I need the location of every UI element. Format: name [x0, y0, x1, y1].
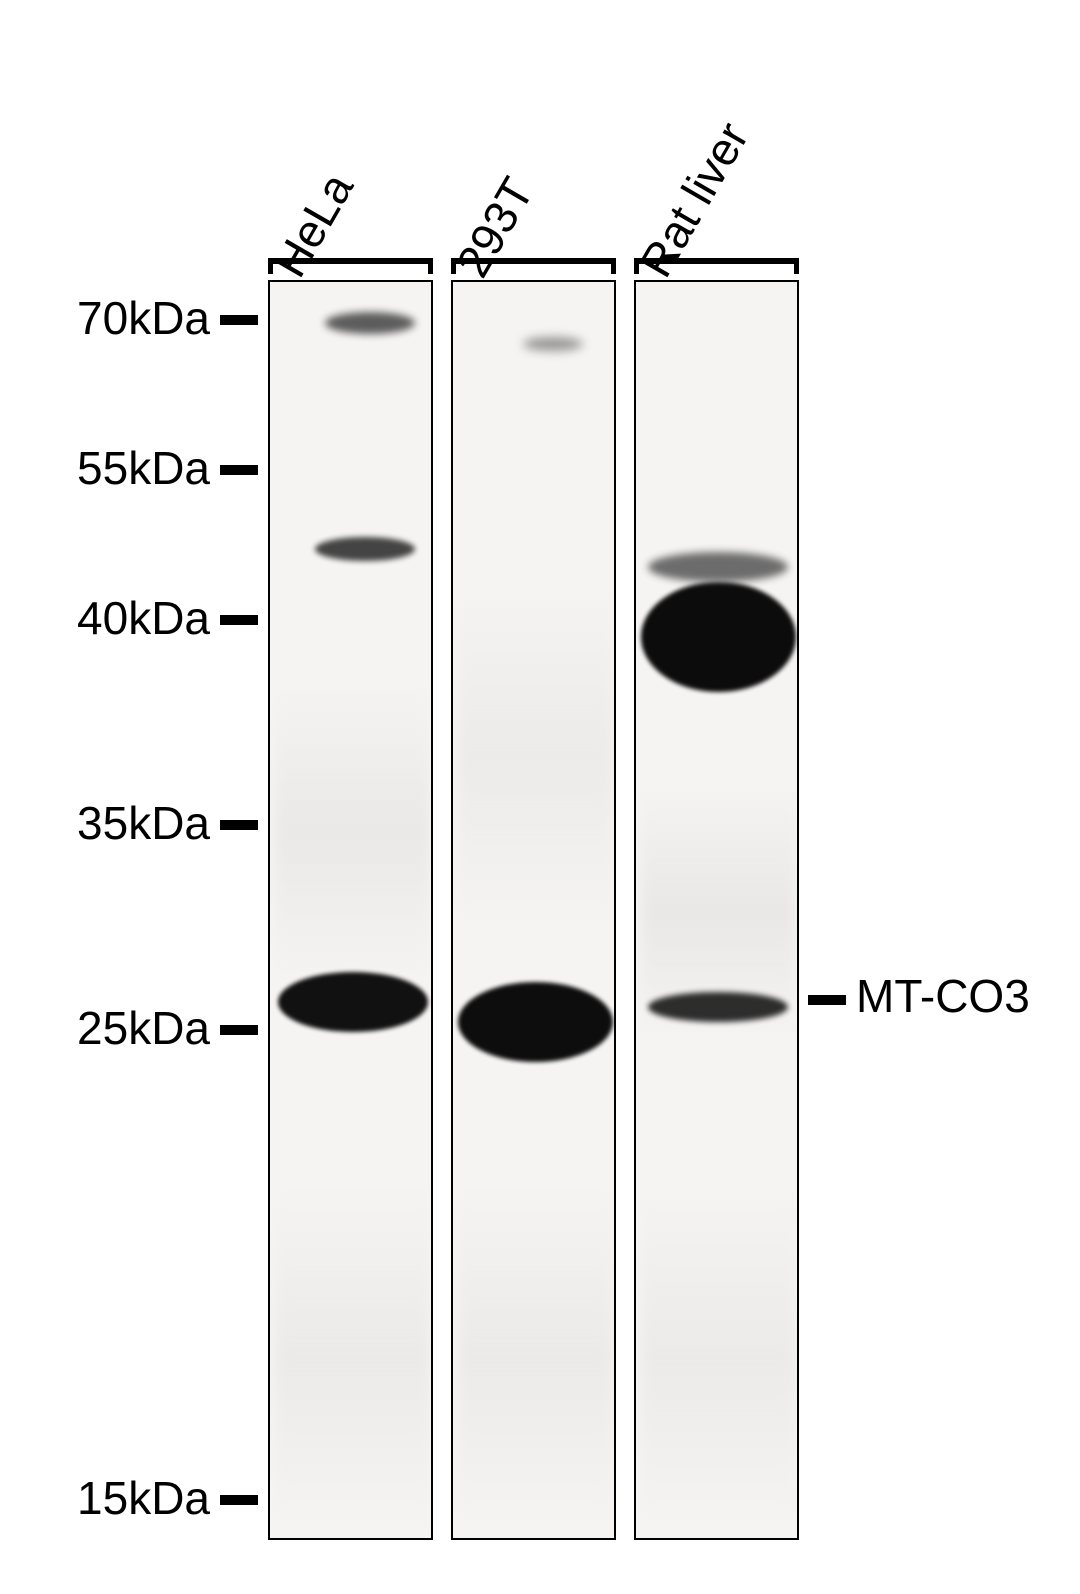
mw-label: 70kDa [0, 291, 210, 345]
mw-label: 35kDa [0, 796, 210, 850]
lane-header-underline [451, 258, 616, 264]
lane-smudge [458, 582, 613, 932]
band [523, 337, 583, 351]
lane-header-tick [428, 258, 433, 274]
western-blot-figure: 70kDa55kDa40kDa35kDa25kDa15kDa HeLa293TR… [0, 0, 1080, 1594]
mw-label: 15kDa [0, 1471, 210, 1525]
mw-tick [220, 820, 258, 830]
band [315, 537, 415, 561]
lane-header-tick [794, 258, 799, 274]
lane-box [268, 280, 433, 1540]
lane-header-tick [634, 258, 639, 274]
band [648, 552, 788, 582]
mw-label: 40kDa [0, 591, 210, 645]
lane-box [451, 280, 616, 1540]
lane-smudge [275, 682, 430, 982]
mw-tick [220, 1495, 258, 1505]
lane-header-tick [451, 258, 456, 274]
target-tick [808, 995, 846, 1005]
lane-header-underline [634, 258, 799, 264]
lane-header-tick [268, 258, 273, 274]
lane-header-tick [611, 258, 616, 274]
band [325, 312, 415, 334]
lane-smudge [275, 1182, 430, 1532]
mw-tick [220, 315, 258, 325]
band [641, 582, 796, 692]
band [458, 982, 613, 1062]
mw-label: 55kDa [0, 441, 210, 495]
band [648, 992, 788, 1022]
lane-header-underline [268, 258, 433, 264]
mw-tick [220, 465, 258, 475]
band [278, 972, 428, 1032]
lane-smudge [641, 1182, 796, 1532]
lane-box [634, 280, 799, 1540]
mw-label: 25kDa [0, 1001, 210, 1055]
lane-label: HeLa [262, 164, 364, 286]
mw-tick [220, 1025, 258, 1035]
target-label: MT-CO3 [856, 969, 1030, 1023]
lane-smudge [458, 1182, 613, 1532]
mw-tick [220, 615, 258, 625]
lane-label: 293T [445, 168, 544, 286]
